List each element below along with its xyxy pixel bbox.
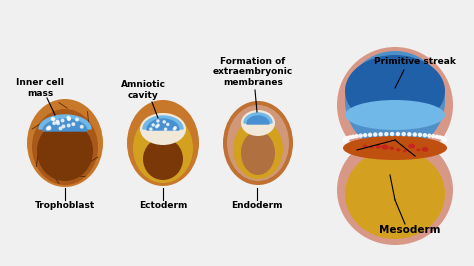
Circle shape (440, 136, 444, 139)
Circle shape (359, 134, 362, 137)
Ellipse shape (408, 144, 415, 149)
Ellipse shape (127, 100, 199, 186)
Circle shape (52, 118, 55, 120)
Polygon shape (39, 115, 91, 129)
Ellipse shape (241, 131, 275, 175)
Circle shape (164, 128, 167, 130)
Circle shape (355, 135, 358, 138)
Circle shape (345, 137, 348, 140)
Polygon shape (143, 116, 183, 129)
Circle shape (428, 134, 431, 137)
Polygon shape (43, 119, 87, 131)
Circle shape (413, 133, 416, 136)
Circle shape (59, 127, 62, 130)
Text: Formation of
extraembryonic
membranes: Formation of extraembryonic membranes (213, 57, 293, 87)
Text: Trophoblast: Trophoblast (35, 201, 95, 210)
Ellipse shape (382, 145, 389, 150)
Circle shape (402, 132, 405, 136)
Ellipse shape (233, 119, 283, 179)
Circle shape (173, 128, 175, 130)
Circle shape (379, 133, 382, 136)
Ellipse shape (421, 147, 428, 152)
Circle shape (391, 132, 393, 135)
Polygon shape (247, 116, 269, 124)
Ellipse shape (345, 100, 445, 130)
Ellipse shape (227, 105, 289, 181)
Ellipse shape (396, 148, 401, 151)
Circle shape (67, 116, 70, 119)
Ellipse shape (223, 101, 293, 185)
Circle shape (68, 118, 70, 120)
Circle shape (408, 133, 411, 136)
Circle shape (51, 118, 54, 120)
Text: Inner cell
mass: Inner cell mass (16, 78, 64, 98)
Circle shape (442, 137, 445, 140)
Circle shape (163, 121, 165, 123)
Circle shape (385, 132, 388, 136)
Ellipse shape (345, 51, 445, 151)
Ellipse shape (337, 47, 453, 163)
Circle shape (157, 124, 159, 126)
Circle shape (368, 133, 372, 136)
Text: Endoderm: Endoderm (231, 201, 283, 210)
Ellipse shape (27, 99, 103, 187)
Circle shape (62, 125, 65, 128)
Circle shape (435, 135, 438, 138)
Circle shape (346, 136, 349, 139)
Ellipse shape (337, 135, 453, 245)
Ellipse shape (241, 110, 275, 136)
Circle shape (152, 124, 154, 126)
Circle shape (72, 123, 74, 126)
Ellipse shape (375, 145, 381, 149)
Ellipse shape (416, 148, 420, 151)
Circle shape (432, 135, 435, 138)
Text: Ectoderm: Ectoderm (139, 201, 187, 210)
Circle shape (444, 139, 447, 142)
Circle shape (344, 138, 347, 141)
Circle shape (167, 123, 169, 126)
Circle shape (48, 127, 51, 130)
Ellipse shape (345, 55, 445, 127)
Ellipse shape (32, 109, 98, 185)
Circle shape (81, 125, 83, 128)
Polygon shape (244, 113, 272, 123)
Circle shape (61, 119, 64, 122)
Ellipse shape (370, 146, 374, 148)
Ellipse shape (403, 149, 407, 152)
Ellipse shape (363, 145, 367, 148)
Ellipse shape (140, 113, 186, 145)
Circle shape (57, 122, 59, 124)
Circle shape (344, 139, 346, 142)
Ellipse shape (37, 121, 93, 181)
Circle shape (53, 122, 55, 124)
Circle shape (67, 124, 70, 127)
Text: Mesoderm: Mesoderm (379, 225, 441, 235)
Circle shape (396, 132, 400, 135)
Circle shape (150, 128, 152, 130)
Polygon shape (147, 119, 179, 130)
Text: Amniotic
cavity: Amniotic cavity (120, 80, 165, 100)
Circle shape (364, 134, 367, 137)
Ellipse shape (133, 113, 193, 183)
Circle shape (349, 136, 352, 139)
Ellipse shape (345, 149, 445, 239)
Circle shape (174, 127, 176, 129)
Circle shape (423, 134, 426, 137)
Ellipse shape (343, 136, 447, 160)
Ellipse shape (143, 138, 183, 180)
Circle shape (157, 120, 159, 122)
Circle shape (374, 133, 377, 136)
Circle shape (438, 136, 441, 139)
Circle shape (68, 117, 70, 120)
Ellipse shape (389, 147, 394, 150)
Circle shape (419, 133, 421, 136)
Circle shape (443, 138, 446, 141)
Circle shape (46, 127, 49, 130)
Circle shape (48, 126, 50, 129)
Circle shape (155, 126, 158, 128)
Circle shape (56, 120, 59, 123)
Text: Primitive streak: Primitive streak (374, 57, 456, 66)
Circle shape (352, 135, 355, 138)
Circle shape (76, 118, 78, 121)
